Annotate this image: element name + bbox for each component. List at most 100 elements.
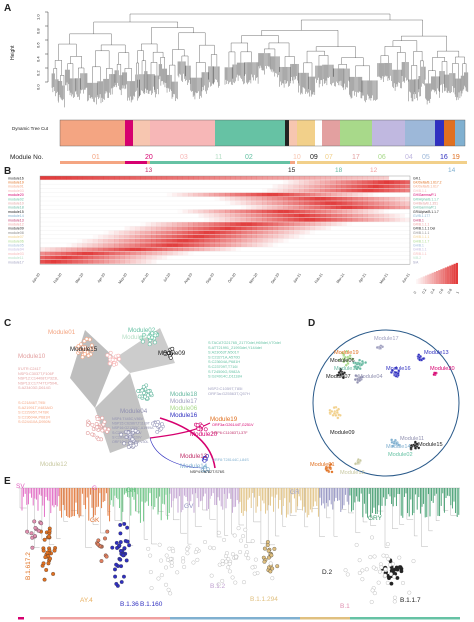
heat-cell xyxy=(193,243,199,247)
heat-cell xyxy=(299,222,305,226)
legend-swatch xyxy=(418,278,421,284)
heat-cell xyxy=(71,255,78,260)
heat-cell xyxy=(251,201,257,205)
network-node xyxy=(150,335,154,340)
lineage-dot xyxy=(44,568,49,572)
heat-cell xyxy=(320,213,326,218)
heat-cell xyxy=(320,226,326,231)
heat-cell xyxy=(314,180,321,184)
date-tick-label: May-21 xyxy=(379,272,389,284)
heat-cell xyxy=(304,197,310,201)
heat-cell xyxy=(320,188,326,193)
lineage-dot xyxy=(385,542,390,547)
heat-cell xyxy=(314,192,321,197)
heat-cell xyxy=(246,201,252,205)
heat-cell xyxy=(293,213,300,218)
heat-cell xyxy=(346,218,353,222)
lineage-dot xyxy=(185,551,190,556)
heat-cell xyxy=(145,243,152,247)
heat-cell xyxy=(219,213,226,218)
cluster-label: Module16 xyxy=(386,366,411,372)
network-node xyxy=(155,429,160,434)
heat-cell xyxy=(198,192,205,197)
heat-cell xyxy=(304,180,310,184)
heat-cell xyxy=(214,243,220,247)
legend-swatch xyxy=(427,274,430,284)
heat-cell xyxy=(66,243,71,247)
cluster-label: Module09 xyxy=(330,430,355,436)
heat-cell xyxy=(346,205,353,210)
sub-module-number: 18 xyxy=(335,167,343,174)
heat-cell xyxy=(272,222,279,226)
cluster-node xyxy=(341,372,345,376)
heat-cell xyxy=(346,188,353,193)
heat-cell xyxy=(177,192,183,197)
heat-cell xyxy=(172,226,178,231)
heat-cell xyxy=(71,243,78,247)
heat-cell xyxy=(230,243,236,247)
heatmap-row-label: module07 xyxy=(8,235,24,239)
date-tick-label: Jan-20 xyxy=(31,272,41,283)
heat-cell xyxy=(129,176,136,180)
heat-cell xyxy=(235,222,242,226)
heat-cell xyxy=(283,192,289,197)
heat-cell xyxy=(172,243,178,247)
heat-cell xyxy=(103,251,109,256)
heat-cell xyxy=(336,213,342,218)
heat-cell xyxy=(82,255,88,260)
heat-cell xyxy=(288,230,294,235)
heat-cell xyxy=(98,243,104,247)
heat-cell xyxy=(156,247,162,252)
heat-cell xyxy=(140,226,146,231)
lineage-dot xyxy=(233,580,238,585)
network-node xyxy=(155,422,159,427)
heat-cell xyxy=(283,197,289,201)
heat-cell xyxy=(272,239,279,243)
legend-swatch xyxy=(449,265,452,284)
heat-cell xyxy=(262,201,268,205)
cluster-node xyxy=(391,444,395,448)
heatmap-right-label: GH/B.1.1 xyxy=(413,189,427,193)
heat-cell xyxy=(108,239,115,243)
heat-cell xyxy=(203,247,210,252)
heat-cell xyxy=(272,209,279,214)
tree-cut-segment xyxy=(322,120,340,146)
heat-cell xyxy=(314,218,321,222)
ytick-label: 1.0 xyxy=(36,14,41,20)
heat-cell xyxy=(98,239,104,243)
heat-cell xyxy=(293,209,300,214)
mutation-label-m01: S:A21991T,V483A/D xyxy=(18,406,53,410)
heat-cell xyxy=(309,176,316,180)
heat-cell xyxy=(267,218,273,222)
heat-cell xyxy=(288,222,294,226)
lineage-dot xyxy=(267,555,271,560)
heat-cell xyxy=(272,230,279,235)
heat-cell xyxy=(61,260,67,264)
heat-cell xyxy=(193,222,199,226)
heat-cell xyxy=(235,218,242,222)
cluster-label: Module19 xyxy=(334,350,359,356)
lineage-dot xyxy=(236,526,241,531)
heat-cell xyxy=(92,243,99,247)
lineage-dot xyxy=(30,545,35,550)
cluster-node xyxy=(378,346,382,350)
heat-cell xyxy=(309,184,316,189)
heat-cell xyxy=(251,213,257,218)
module-node-label: Module06 xyxy=(170,405,198,412)
heat-cell xyxy=(172,251,178,256)
lineage-dot xyxy=(52,548,57,553)
heat-cell xyxy=(262,222,268,226)
heat-cell xyxy=(277,205,284,210)
lineage-dot xyxy=(149,586,154,591)
heatmap-row-label: module15 xyxy=(8,210,24,214)
cluster-node xyxy=(348,354,352,358)
heat-cell xyxy=(288,201,294,205)
lineage-dot xyxy=(121,574,126,579)
lineage-dot xyxy=(364,567,369,572)
heat-cell xyxy=(277,239,284,243)
heat-cell xyxy=(330,218,337,222)
heat-cell xyxy=(357,213,363,218)
heat-cell xyxy=(129,247,136,252)
heat-cell xyxy=(119,247,125,252)
module-number: 04 xyxy=(405,154,413,161)
